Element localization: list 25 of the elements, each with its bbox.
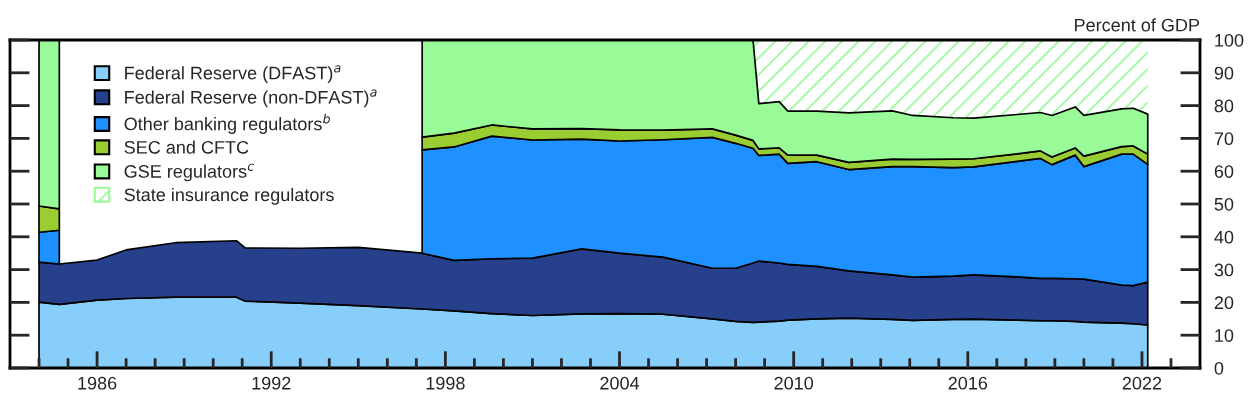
- y-axis-title: Percent of GDP: [1075, 18, 1200, 32]
- legend-label: Federal Reserve (DFAST)$^{a}$: [125, 65, 341, 84]
- legend-label: GSE regulators$^{c}$: [124, 163, 255, 182]
- x-tick-label: 2004: [600, 376, 640, 390]
- legend-label: Federal Reserve (non-DFAST)$^{a}$: [125, 89, 377, 108]
- x-tick-label: 2016: [948, 376, 988, 390]
- legend-label: State insurance regulators: [124, 187, 334, 205]
- x-tick-label: 2022: [1122, 376, 1162, 390]
- y-tick-label: 50: [1214, 197, 1234, 211]
- y-tick-label: 30: [1214, 263, 1234, 277]
- legend-label: Other banking regulators$^{b}$: [124, 113, 330, 134]
- y-tick-label: 80: [1214, 99, 1234, 113]
- y-tick-label: 40: [1214, 230, 1234, 244]
- y-tick-label: 60: [1214, 165, 1234, 178]
- y-tick-label: 100: [1215, 33, 1244, 47]
- x-tick-label: 1998: [426, 376, 465, 390]
- y-tick-label: 90: [1214, 66, 1234, 80]
- x-tick-label: 2010: [774, 376, 814, 390]
- y-tick-label: 0: [1214, 361, 1224, 375]
- x-tick-label: 1986: [78, 376, 117, 390]
- y-tick-label: 10: [1215, 329, 1234, 342]
- y-tick-label: 20: [1214, 296, 1234, 310]
- x-tick-label: 1992: [252, 376, 291, 390]
- y-tick-label: 70: [1214, 132, 1234, 146]
- legend-label: SEC and CFTC: [124, 140, 249, 154]
